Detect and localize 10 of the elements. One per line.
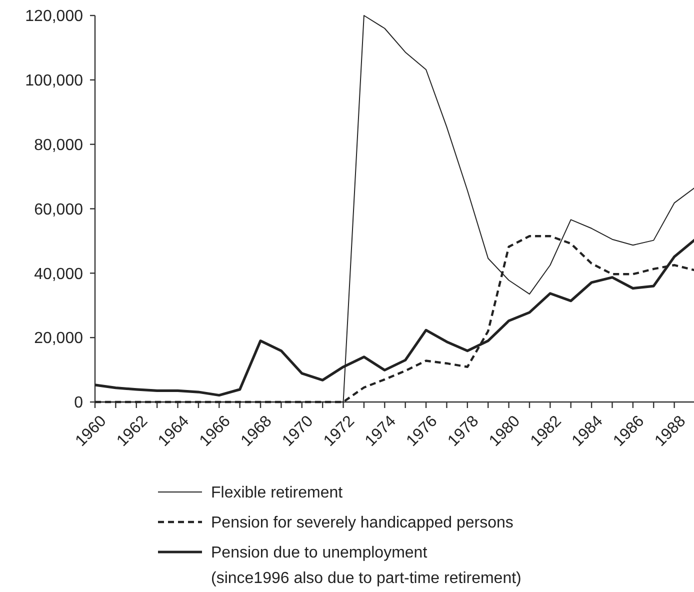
y-tick-label: 40,000	[34, 266, 84, 283]
legend-label: Flexible retirement	[211, 484, 344, 502]
y-tick-label: 20,000	[34, 330, 84, 348]
y-tick-label: 80,000	[34, 136, 84, 154]
y-tick-label: 100,000	[25, 72, 84, 90]
y-tick-label: 120,000	[25, 8, 84, 26]
legend-label: Pension for severely handicapped persons	[211, 514, 514, 532]
y-tick-label: 60,000	[34, 201, 84, 218]
legend-label: Pension due to unemployment (since1996 also due to part-time retirement)	[211, 544, 522, 588]
y-tick-label: 0	[74, 394, 84, 412]
